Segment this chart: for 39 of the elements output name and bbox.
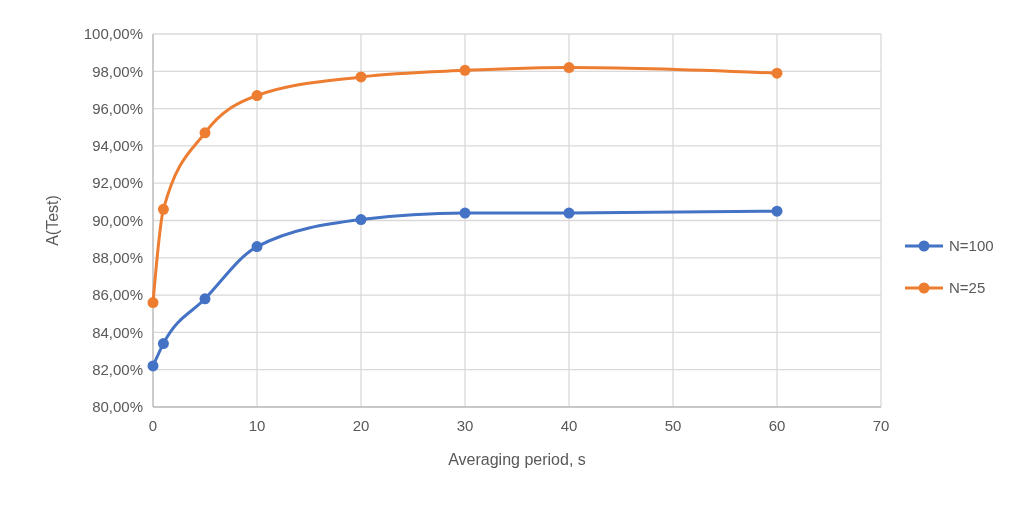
point [459,64,471,76]
y-tick-label: 88,00% [92,249,143,267]
y-tick-label: 86,00% [92,286,143,304]
point [771,67,783,79]
x-tick-label: 50 [664,417,682,434]
y-tick-label: 92,00% [92,174,143,192]
y-tick-label: 96,00% [92,99,143,117]
x-tick-label: 70 [872,417,890,434]
legend-label: N=25 [949,279,986,297]
x-tick-label: 30 [456,417,474,434]
y-tick-label: 98,00% [92,62,143,80]
point [199,293,211,305]
point [147,360,159,372]
point [459,207,471,219]
x-tick-label: 60 [768,417,786,434]
point [563,62,575,74]
y-axis-title: A(Test) [44,195,61,246]
point [563,207,575,219]
x-tick-label: 10 [248,417,266,434]
point [157,338,169,350]
y-tick-label: 100,00% [83,25,143,43]
x-axis-title: Averaging period, s [448,451,586,468]
x-tick-label: 0 [148,417,158,434]
point [771,205,783,217]
y-tick-label: 90,00% [92,211,143,229]
y-tick-label: 80,00% [92,398,143,416]
point [147,297,159,309]
y-tick-label: 84,00% [92,323,143,341]
point [251,241,263,253]
point [355,71,367,83]
y-tick-label: 82,00% [92,360,143,378]
point [251,90,263,102]
point [157,203,169,215]
x-tick-label: 40 [560,417,578,434]
point [355,214,367,226]
legend-label: N=100 [949,237,994,255]
y-tick-label: 94,00% [92,137,143,155]
x-tick-label: 20 [352,417,370,434]
point [199,127,211,139]
